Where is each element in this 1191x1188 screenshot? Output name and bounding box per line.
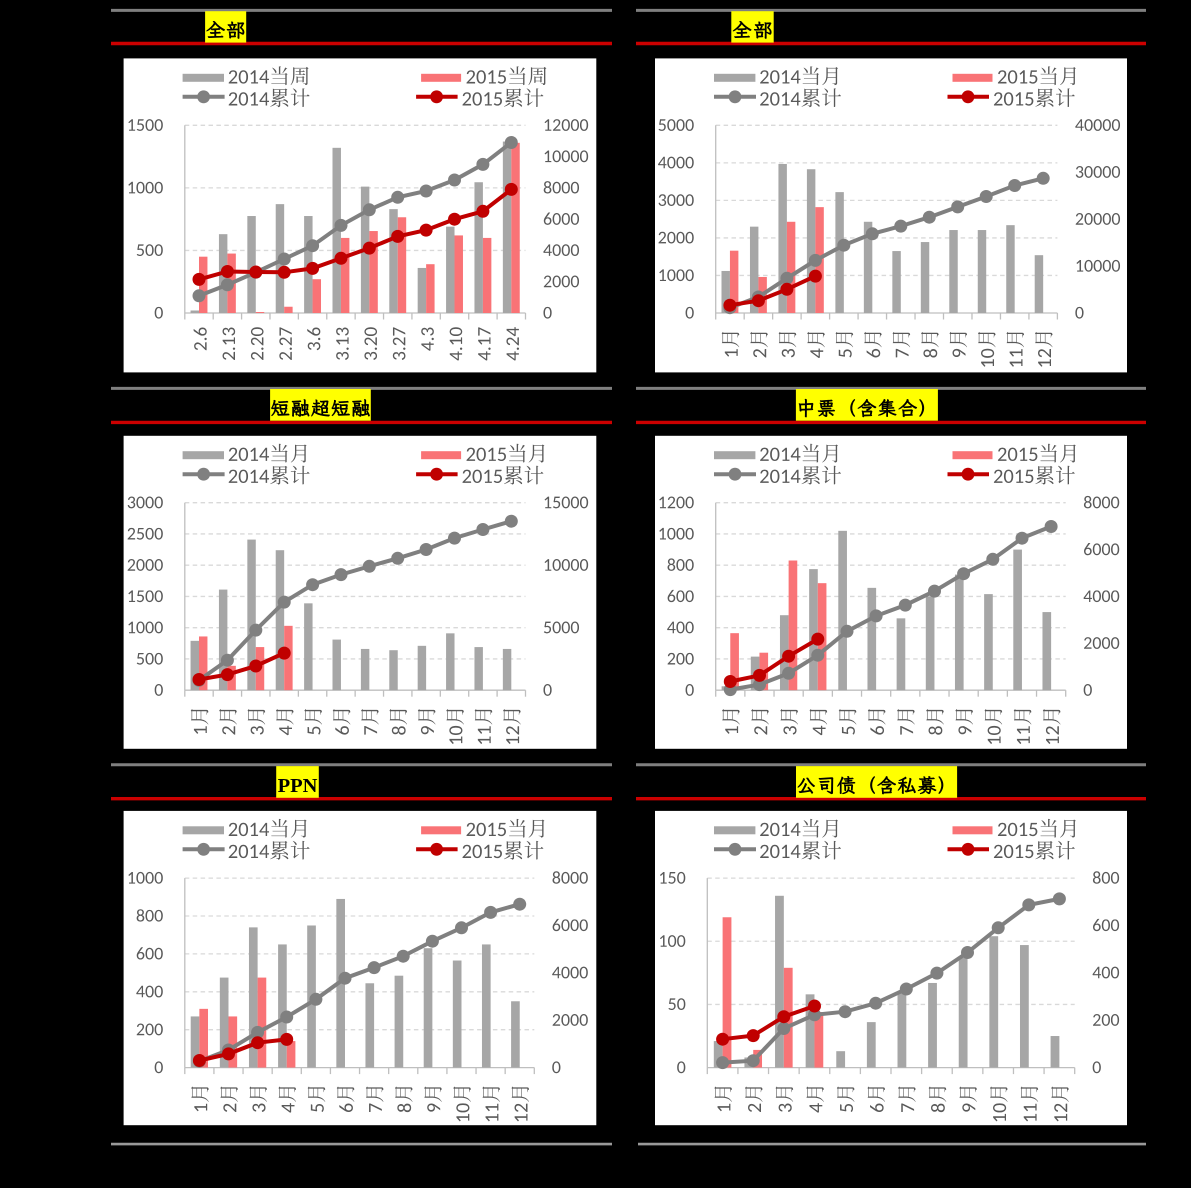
svg-text:PPN: PPN <box>278 775 318 797</box>
